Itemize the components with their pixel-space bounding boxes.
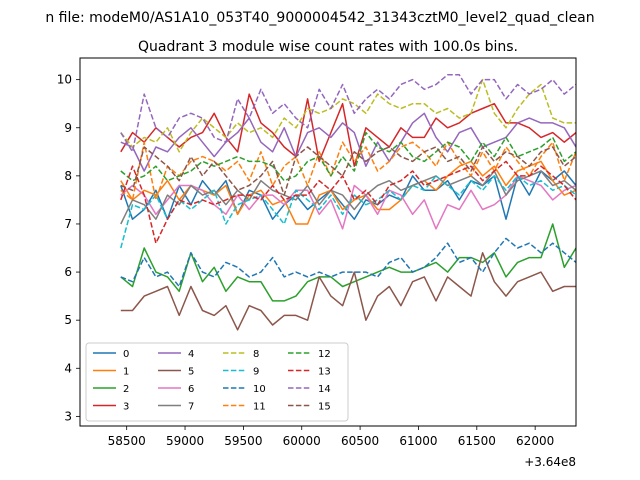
legend-label-12: 12 <box>318 349 331 360</box>
legend-label-10: 10 <box>253 384 266 395</box>
y-tick-label: 10 <box>57 73 72 87</box>
figure-suptitle: n file: modeM0/AS1A10_053T40_9000004542_… <box>45 10 594 26</box>
y-tick-label: 4 <box>64 361 72 375</box>
series-line-10 <box>120 237 576 288</box>
y-tick-label: 8 <box>64 169 72 183</box>
x-tick-label: 58500 <box>108 434 146 448</box>
legend-label-15: 15 <box>318 402 331 413</box>
y-tick-label: 3 <box>64 409 72 423</box>
legend-label-5: 5 <box>188 367 194 378</box>
y-tick-label: 7 <box>64 217 72 231</box>
series-line-2 <box>120 223 576 302</box>
x-tick-label: 59000 <box>166 434 204 448</box>
x-tick-label: 59500 <box>224 434 262 448</box>
x-tick-label: 60000 <box>283 434 321 448</box>
legend-label-13: 13 <box>318 367 331 378</box>
y-tick-label: 9 <box>64 121 72 135</box>
y-axis: 3 4 5 6 7 8 9 10 <box>57 73 80 423</box>
legend-label-8: 8 <box>253 349 259 360</box>
x-tick-label: 61000 <box>399 434 437 448</box>
y-tick-label: 5 <box>64 313 72 327</box>
x-tick-label: 62000 <box>516 434 554 448</box>
legend-frame <box>85 342 349 422</box>
legend-label-0: 0 <box>123 349 129 360</box>
series-line-8 <box>120 78 576 153</box>
legend-label-11: 11 <box>253 402 266 413</box>
legend-label-4: 4 <box>188 349 194 360</box>
legend-label-14: 14 <box>318 384 331 395</box>
series-line-15 <box>120 146 576 196</box>
x-axis-offset-label: +3.64e8 <box>524 455 576 469</box>
legend-label-3: 3 <box>123 402 129 413</box>
legend-label-9: 9 <box>253 367 259 378</box>
series-line-0 <box>120 170 576 220</box>
series-line-3 <box>120 93 576 167</box>
series-layer <box>120 74 576 331</box>
x-axis: 58500 59000 59500 60000 60500 61000 61500 62000 <box>108 426 554 448</box>
series-line-14 <box>120 74 576 153</box>
chart-title: Quadrant 3 module wise count rates with … <box>138 39 518 55</box>
series-line-9 <box>120 175 576 249</box>
series-line-7 <box>120 170 576 225</box>
series-line-5 <box>120 252 576 331</box>
legend-label-7: 7 <box>188 402 194 413</box>
legend-label-2: 2 <box>123 384 129 395</box>
x-tick-label: 61500 <box>458 434 496 448</box>
legend-label-1: 1 <box>123 367 129 378</box>
legend-label-6: 6 <box>188 384 194 395</box>
y-tick-label: 6 <box>64 265 72 279</box>
series-line-12 <box>120 131 576 182</box>
plot-frame <box>79 57 577 427</box>
x-tick-label: 60500 <box>341 434 379 448</box>
